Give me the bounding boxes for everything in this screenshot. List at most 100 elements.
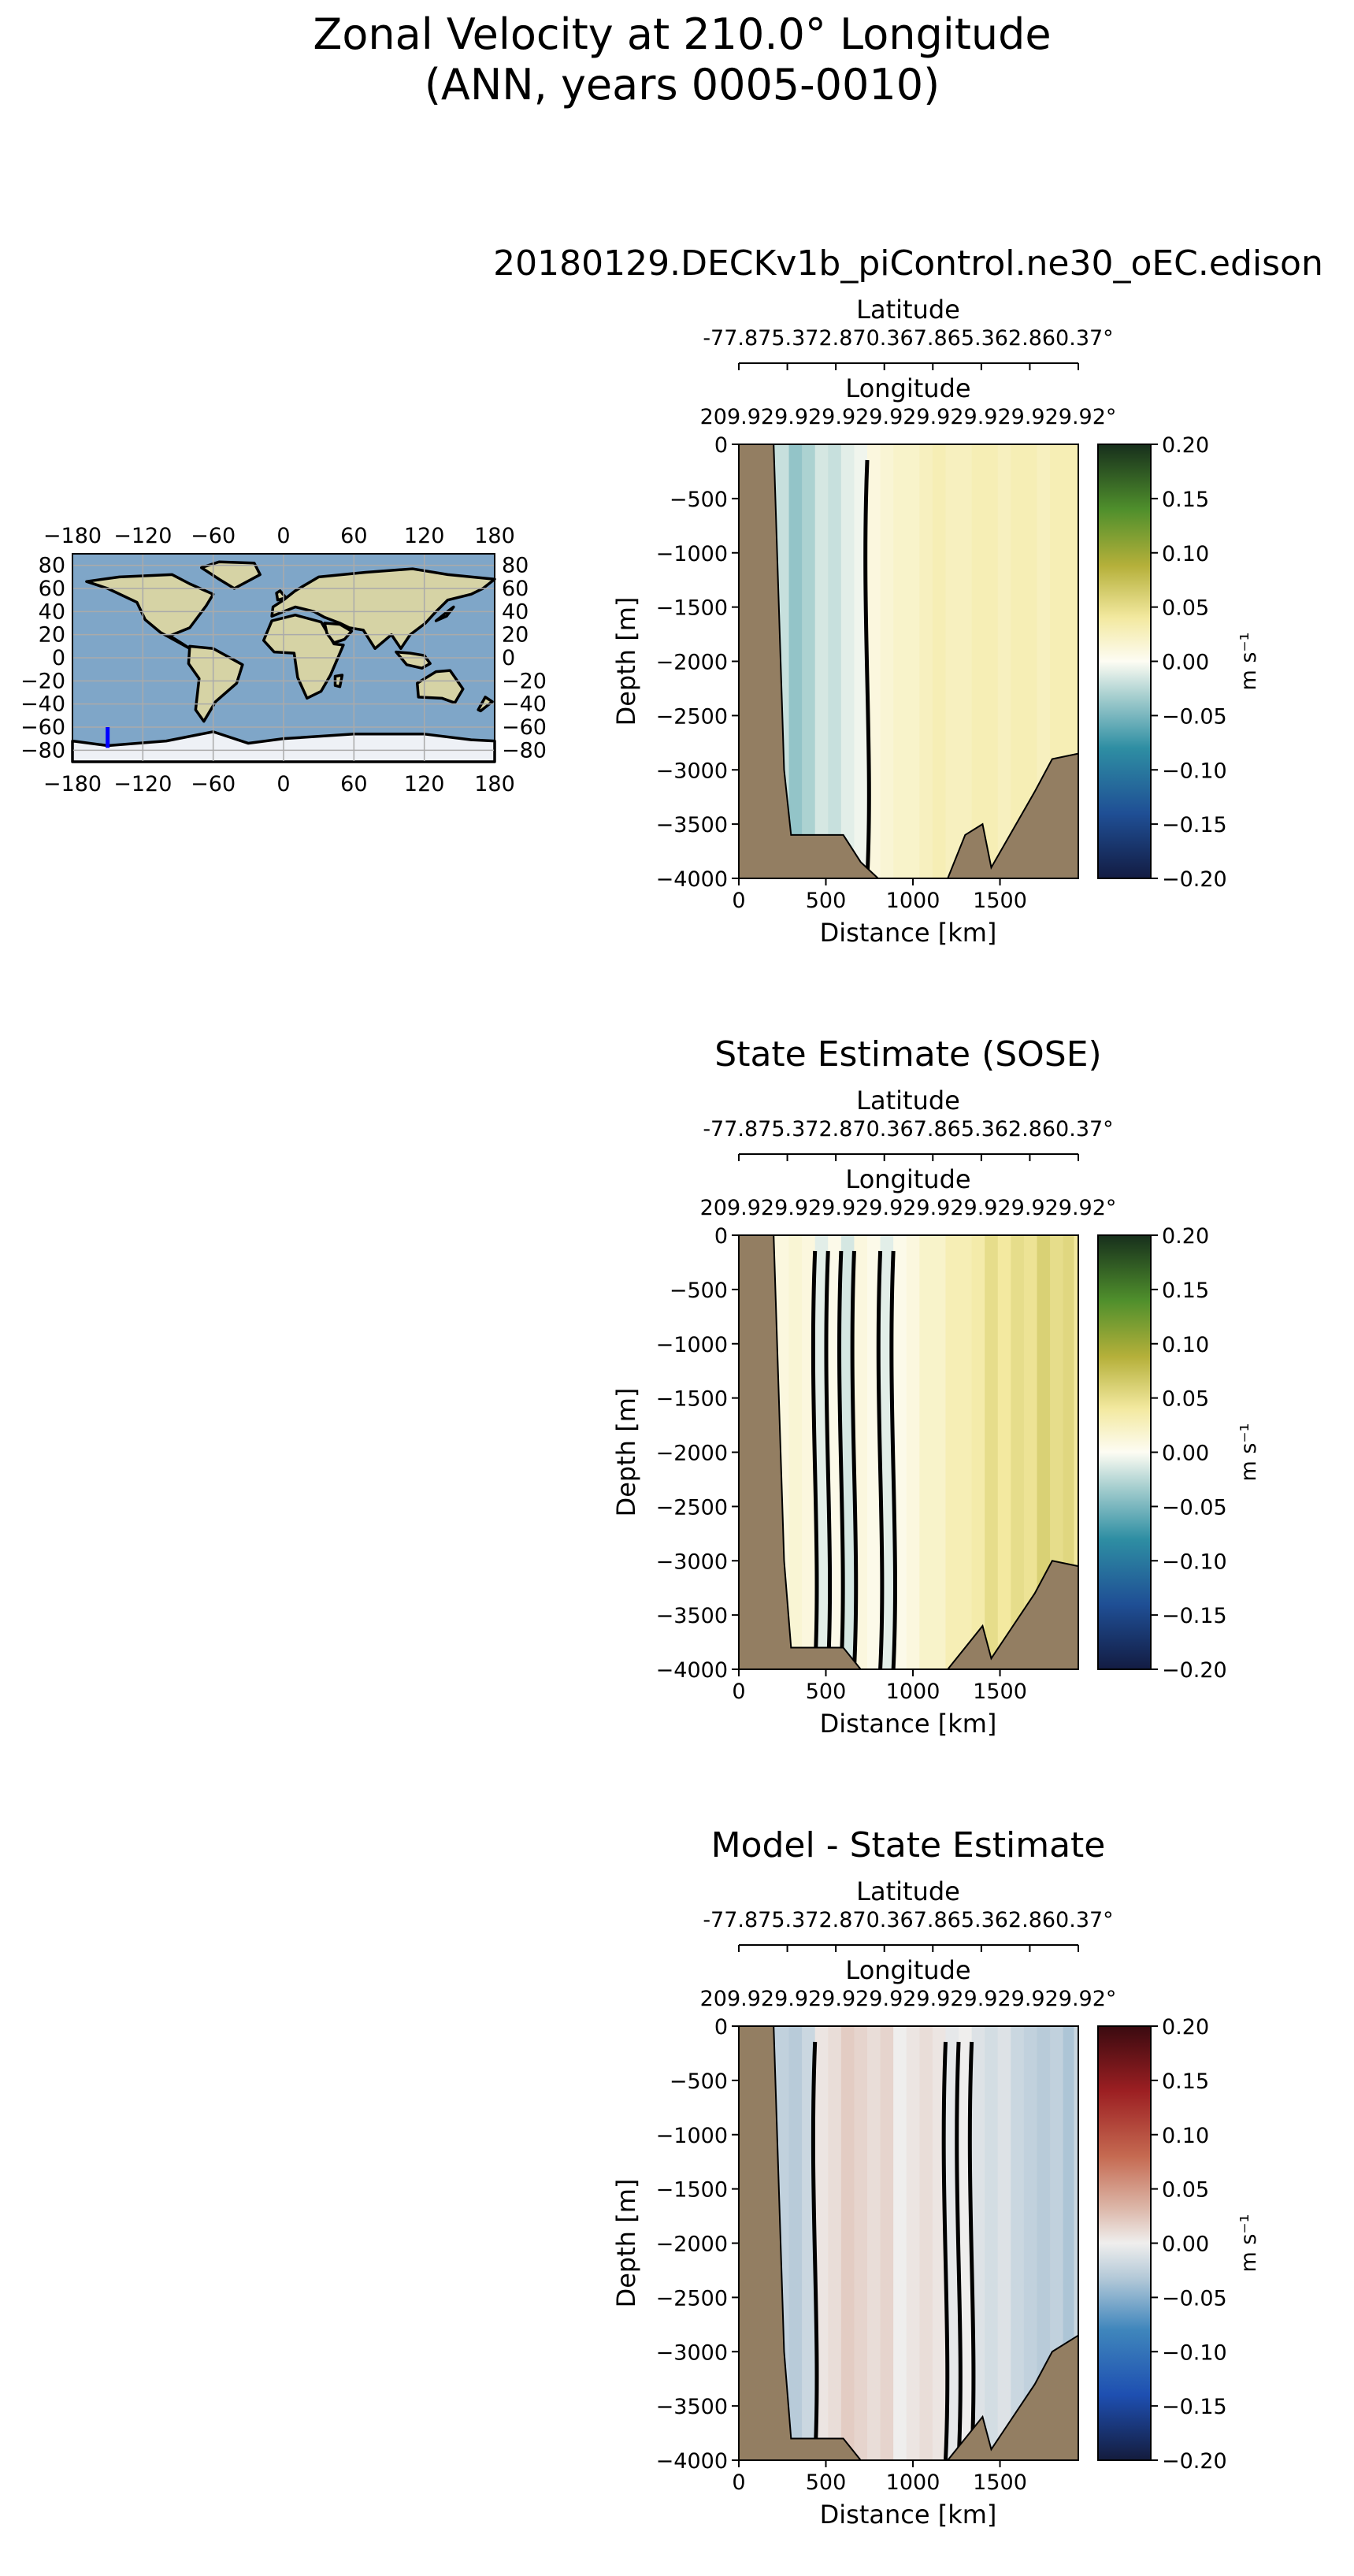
section-panel-1: 20180129.DECKv1b_piControl.ne30_oEC.edis… [493,243,1323,948]
longitude-tick-labels: 209.929.929.929.929.929.929.929.92° [700,1987,1117,2011]
colorbar-tick-label: −0.05 [1162,704,1227,729]
velocity-column [932,444,946,878]
y-tick-label: −3500 [656,813,728,837]
x-axis-label: Distance [km] [820,2500,997,2530]
map-lon-tick-top: 0 [276,524,290,548]
y-axis-label: Depth [m] [611,2179,641,2308]
velocity-column [1074,1235,1078,1669]
velocity-column [985,2026,999,2460]
x-tick-label: 1000 [886,2470,940,2495]
zero-contour [889,1250,897,1669]
colorbar-label: m s⁻¹ [1237,632,1261,690]
velocity-column [1011,2026,1025,2460]
colorbar [1097,1234,1152,1670]
section-panels: 20180129.DECKv1b_piControl.ne30_oEC.edis… [493,243,1323,2530]
x-tick-label: 1000 [886,889,940,913]
colorbar-tick-label: 0.20 [1162,1224,1209,1249]
velocity-column [867,2026,881,2460]
longitude-tick-labels: 209.929.929.929.929.929.929.929.92° [700,405,1117,429]
velocity-column [1063,1235,1074,1669]
latitude-tick-labels: -77.875.372.870.367.865.362.860.37° [703,326,1113,351]
x-tick-label: 1500 [973,2470,1027,2495]
y-tick-label: −2500 [656,704,728,729]
y-tick-label: −1500 [656,2178,728,2203]
colorbar-tick-label: 0.15 [1162,1279,1209,1303]
longitude-axis-label: Longitude [845,1955,970,1985]
map-lat-tick-right: 40 [502,599,529,624]
velocity-column [919,1235,933,1669]
map-lat-tick-right: 20 [502,623,529,648]
latitude-axis-label: Latitude [856,295,960,325]
map-lon-tick-bottom: 0 [276,772,290,796]
velocity-column [1011,1235,1025,1669]
map-landmass-australia [415,669,465,704]
y-tick-label: −1000 [656,542,728,566]
colorbar-tick-label: 0.00 [1162,1442,1209,1466]
velocity-column [1074,444,1078,878]
colorbar-tick-label: −0.10 [1162,2340,1227,2365]
zero-contour [837,1250,845,1669]
latitude-tick-labels: -77.875.372.870.367.865.362.860.37° [703,1908,1113,1932]
colorbar [1097,2025,1152,2461]
longitude-tick-labels: 209.929.929.929.929.929.929.929.92° [700,1196,1117,1220]
y-tick-label: −3000 [656,2340,728,2365]
map-lon-tick-top: −120 [113,524,172,548]
map-frame [72,553,495,763]
map-lon-tick-bottom: 120 [404,772,445,796]
figure-title-line2: (ANN, years 0005-0010) [425,60,940,109]
velocity-column [854,2026,868,2460]
map-lat-tick-left: 80 [39,554,65,578]
velocity-column [840,444,855,878]
map-lat-tick-left: −20 [20,669,65,693]
x-tick-label: 0 [732,1680,745,1704]
colorbar-tick-label: 0.10 [1162,542,1209,566]
y-tick-label: −3500 [656,1604,728,1628]
latitude-tick-labels: -77.875.372.870.367.865.362.860.37° [703,1117,1113,1141]
velocity-column [959,1235,973,1669]
colorbar-tick-label: −0.10 [1162,1550,1227,1574]
y-tick-label: −3500 [656,2395,728,2419]
x-tick-label: 1500 [973,889,1027,913]
velocity-column [1074,2026,1078,2460]
velocity-field [773,444,1078,878]
map-lat-tick-right: −80 [502,738,547,763]
colorbar-tick-label: −0.15 [1162,1604,1227,1628]
map-landmass-arabia [323,622,354,644]
velocity-column [932,1235,946,1669]
y-tick-label: 0 [714,2015,728,2040]
colorbar-tick-label: −0.15 [1162,813,1227,837]
velocity-column [880,444,894,878]
colorbar-label: m s⁻¹ [1237,1423,1261,1481]
colorbar-tick-label: 0.15 [1162,488,1209,512]
map-lat-tick-left: −40 [20,692,65,717]
velocity-column [1023,1235,1038,1669]
panel-title: 20180129.DECKv1b_piControl.ne30_oEC.edis… [493,243,1323,284]
y-tick-label: −2000 [656,2233,728,2257]
y-axis-label: Depth [m] [611,597,641,726]
zero-contour [955,2041,963,2460]
map-lat-tick-right: 0 [502,646,515,670]
velocity-column [971,444,985,878]
velocity-column [814,444,829,878]
map-landmass-indonesia [395,650,432,670]
map-lat-tick-left: −60 [20,715,65,740]
y-tick-label: −500 [670,2069,728,2094]
y-tick-label: −500 [670,1279,728,1303]
velocity-column [1023,444,1038,878]
y-tick-label: −2500 [656,1495,728,1520]
colorbar [1097,444,1152,879]
map-lon-tick-top: 120 [404,524,445,548]
y-tick-label: −2000 [656,1442,728,1466]
y-tick-label: −1000 [656,2124,728,2148]
panel-title: State Estimate (SOSE) [714,1034,1101,1075]
map-lon-tick-bottom: −120 [113,772,172,796]
y-tick-label: 0 [714,433,728,458]
map-lat-tick-left: −80 [20,738,65,763]
zero-contour [824,1250,833,1669]
map-lat-tick-right: −60 [502,715,547,740]
map-lon-tick-top: 60 [340,524,367,548]
velocity-column [945,444,959,878]
velocity-column [1037,2026,1051,2460]
map-landmass-japan [434,605,455,622]
